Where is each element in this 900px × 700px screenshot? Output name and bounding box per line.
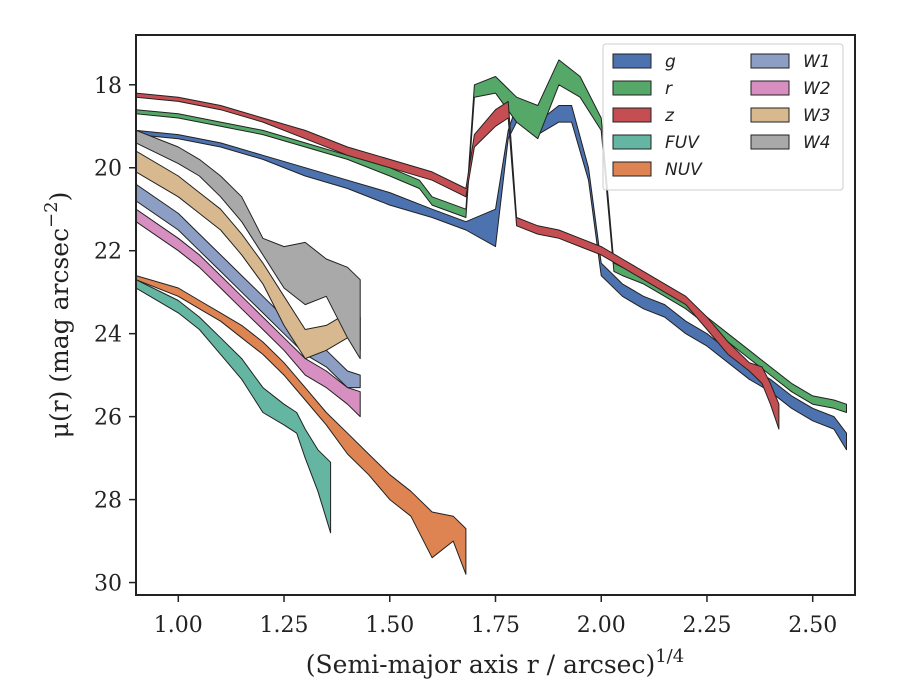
- legend-label-fuv: FUV: [665, 133, 700, 153]
- band-w4: [136, 129, 361, 360]
- legend-label-r: r: [665, 79, 673, 99]
- legend-label-w1: W1: [803, 52, 831, 72]
- y-tick-label: 20: [94, 157, 122, 182]
- x-tick-label: 1.50: [365, 613, 414, 638]
- x-tick-label: 1.25: [260, 613, 309, 638]
- legend-swatch-r: [612, 80, 652, 96]
- y-axis-title-exponent: −2: [41, 201, 62, 228]
- data-bands: [136, 59, 847, 575]
- x-tick-label: 1.75: [471, 613, 520, 638]
- legend-label-nuv: NUV: [665, 160, 703, 180]
- y-tick-label: 24: [94, 323, 122, 348]
- y-tick-label: 26: [94, 406, 122, 431]
- x-tick-label: 2.00: [577, 613, 626, 638]
- band-w2: [136, 208, 361, 418]
- legend-swatch-z: [612, 107, 652, 123]
- band-nuv: [136, 275, 467, 575]
- x-tick-label: 2.25: [682, 613, 731, 638]
- band-r: [136, 59, 847, 413]
- legend-label-g: g: [665, 52, 676, 72]
- legend-swatch-g: [612, 53, 652, 69]
- legend-swatch-w3: [750, 107, 790, 123]
- y-axis-title: μ(r) (mag arcsec−2): [41, 192, 74, 439]
- legend: grz FUV NUV W1 W2 W3 W4: [602, 43, 844, 191]
- y-tick-label: 30: [94, 572, 122, 597]
- legend-label-z: z: [664, 106, 675, 126]
- x-axis: 1.00 1.25 1.50 1.75 2.00 2.25 2.50: [154, 595, 837, 638]
- y-axis: 18 20 22 24 26 28 30: [94, 74, 136, 597]
- x-tick-label: 1.00: [154, 613, 203, 638]
- legend-swatch-fuv: [612, 134, 652, 150]
- y-tick-label: 22: [94, 240, 122, 265]
- x-tick-label: 2.50: [788, 613, 837, 638]
- legend-swatch-w2: [750, 80, 790, 96]
- x-axis-title: (Semi-major axis r / arcsec)1/4: [306, 646, 684, 679]
- band-z: [136, 92, 780, 430]
- band-fuv: [136, 279, 332, 534]
- legend-swatch-w4: [750, 134, 790, 150]
- legend-swatch-nuv: [612, 161, 652, 177]
- y-axis-title-close: ): [45, 192, 74, 202]
- y-tick-label: 18: [94, 74, 122, 99]
- legend-label-w3: W3: [803, 106, 831, 126]
- legend-label-w4: W4: [803, 133, 831, 153]
- legend-swatch-w1: [750, 53, 790, 69]
- x-axis-title-exponent: 1/4: [655, 646, 684, 667]
- legend-label-w2: W2: [803, 79, 831, 99]
- y-tick-label: 28: [94, 489, 122, 514]
- band-g: [136, 105, 847, 451]
